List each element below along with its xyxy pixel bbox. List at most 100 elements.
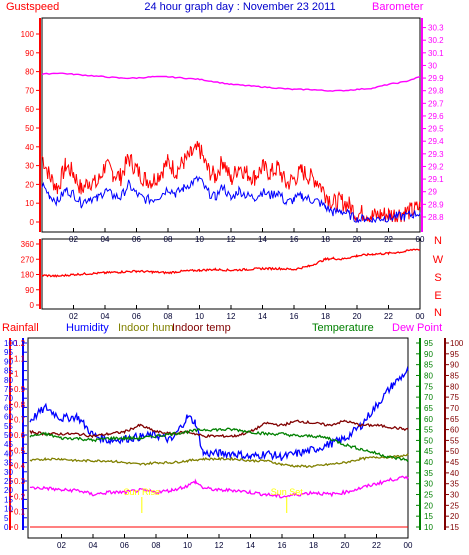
temperature-y-tick-label: 20 [424,501,433,510]
bottom-x-tick-label: 12 [215,541,224,550]
baro-y-tick-label: 29.1 [428,175,444,184]
dew-point-label: Dew Point [392,322,442,334]
rainfall-y-tick-label: 0 [14,523,19,532]
rainfall-y-tick-label: 1.1 [14,354,26,363]
bottom-x-tick-label: 06 [120,541,129,550]
compass-letter-n: N [434,307,442,319]
humidity-y-tick-label: 95 [4,348,13,357]
rainfall-y-tick-label: 0.7 [14,416,26,425]
humidity-y-tick-label: 45 [4,440,13,449]
indoor-temp-y-tick-label: 55 [450,436,459,445]
indoor-temp-y-tick-label: 85 [450,371,459,380]
humidity-y-tick-label: 50 [4,431,13,440]
temperature-y-tick-label: 15 [424,512,433,521]
gust-y-tick-label: 80 [25,68,34,77]
indoor-temp-y-tick-label: 50 [450,447,459,456]
top-x-tick-label: 08 [164,235,173,244]
gust-y-tick-label: 90 [25,49,34,58]
indoor-temp-y-tick-label: 35 [450,480,459,489]
temperature-y-tick-label: 90 [424,350,433,359]
dir-x-tick-label: 12 [227,312,236,321]
bottom-x-tick-label: 14 [246,541,255,550]
gustspeed-label: Gustspeed [6,1,59,13]
rainfall-y-tick-label: 0.8 [14,400,26,409]
baro-y-tick-label: 30.3 [428,24,444,33]
baro-y-tick-label: 29.8 [428,87,444,96]
bottom-panel-frame [27,337,409,539]
baro-y-tick-label: 29.7 [428,99,444,108]
indoor-temp-y-tick-label: 45 [450,458,459,467]
humidity-y-tick-label: 70 [4,394,13,403]
baro-y-tick-label: 29.9 [428,74,444,83]
humidity-y-tick-label: 30 [4,468,13,477]
gust-y-tick-label: 40 [25,143,34,152]
temperature-y-tick-label: 10 [424,523,433,532]
dir-x-tick-label: 08 [164,312,173,321]
baro-y-tick-label: 30 [428,61,437,70]
annotation-layer: Sun Rise Sun Set [124,487,304,513]
bottom-x-tick-label: 22 [372,541,381,550]
dir-x-tick-label: 22 [384,312,393,321]
compass-letter-e: E [434,290,441,302]
dir-y-tick-label: 180 [21,271,35,280]
indoor-temp-y-tick-label: 25 [450,501,459,510]
temperature-y-tick-label: 60 [424,415,433,424]
humidity-y-tick-label: 55 [4,422,13,431]
baro-y-tick-label: 29.2 [428,162,444,171]
top-x-tick-label: 20 [353,235,362,244]
sunset-label: Sun Set [271,487,304,497]
temperature-y-tick-label: 45 [424,447,433,456]
top-x-tick-label: 18 [321,235,330,244]
dir-x-tick-label: 18 [321,312,330,321]
temperature-y-tick-label: 40 [424,458,433,467]
dir-x-tick-label: 04 [101,312,110,321]
indoor-temp-y-tick-label: 75 [450,393,459,402]
chart-title: 24 hour graph day : November 23 2011 [144,1,335,13]
top-x-tick-label: 14 [258,235,267,244]
indoor-temp-y-tick-label: 100 [450,339,464,348]
rainfall-y-tick-label: 0.2 [14,492,26,501]
indoor-temp-y-tick-label: 40 [450,469,459,478]
temperature-label: Temperature [312,322,374,334]
gust-y-tick-label: 50 [25,124,34,133]
dir-x-tick-label: 06 [132,312,141,321]
dir-x-tick-label: 10 [195,312,204,321]
temperature-y-tick-label: 25 [424,491,433,500]
indoor-temp-y-tick-label: 80 [450,382,459,391]
indoor-temp-y-tick-label: 15 [450,523,459,532]
barometer-label: Barometer [372,1,424,13]
bottom-x-tick-label: 16 [278,541,287,550]
humidity-y-tick-label: 75 [4,385,13,394]
compass-letter-n: N [434,235,442,247]
rainfall-label: Rainfall [2,322,39,334]
temperature-y-tick-label: 95 [424,339,433,348]
temperature-y-tick-label: 35 [424,469,433,478]
series-layer [29,72,421,528]
temperature-series [29,427,409,463]
bottom-x-tick-label: 10 [183,541,192,550]
baro-y-tick-label: 29.4 [428,137,444,146]
indoor-temp-y-tick-label: 20 [450,512,459,521]
top-x-tick-label: 04 [101,235,110,244]
compass-letter-w: W [433,254,444,266]
bottom-x-tick-label: 18 [309,541,318,550]
dir-x-tick-label: 20 [353,312,362,321]
direction-panel-frame [41,238,421,310]
humidity-y-tick-label: 35 [4,459,13,468]
baro-y-tick-label: 30.1 [428,49,444,58]
top-x-tick-label: 00 [416,235,425,244]
rainfall-y-tick-label: 0.4 [14,462,26,471]
barometer-series [41,72,421,92]
gust-y-tick-label: 60 [25,105,34,114]
humidity-y-tick-label: 5 [4,514,9,523]
top-x-tick-label: 16 [290,235,299,244]
gust-y-tick-label: 70 [25,86,34,95]
dir-y-tick-label: 270 [21,255,35,264]
humidity-y-tick-label: 100 [4,339,18,348]
bottom-x-tick-label: 02 [57,541,66,550]
temperature-y-tick-label: 30 [424,480,433,489]
baro-y-tick-label: 29 [428,188,437,197]
temperature-y-tick-label: 55 [424,426,433,435]
